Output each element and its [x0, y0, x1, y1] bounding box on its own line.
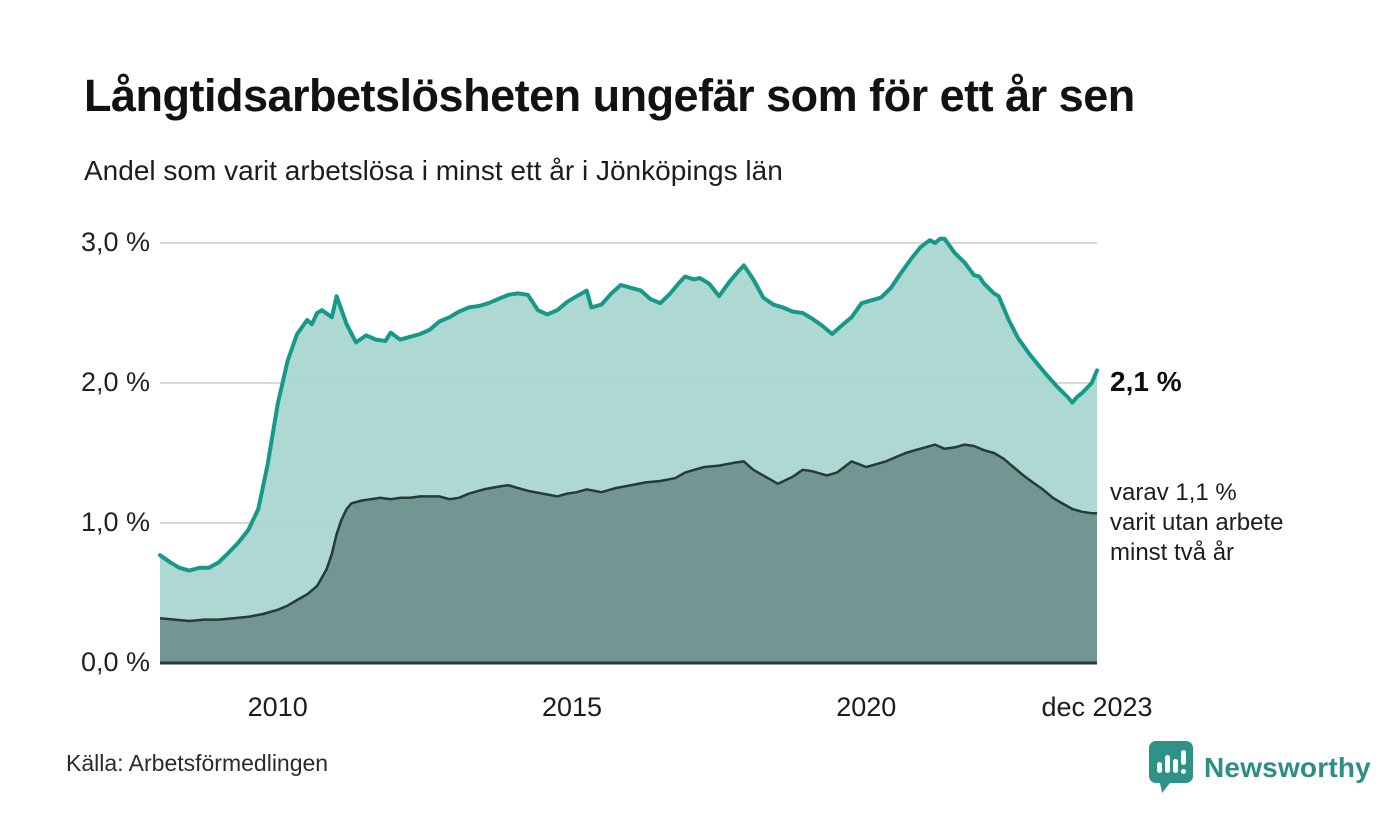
- x-axis-label-dec-2023: dec 2023: [1041, 692, 1153, 722]
- x-axis-label-2010: 2010: [247, 692, 308, 722]
- y-axis-label-10: 1,0 %: [80, 507, 150, 537]
- annotation-line: varit utan arbete: [1110, 509, 1284, 536]
- logo-bars-icon: [1157, 750, 1186, 774]
- annotation-latest-total: 2,1 %: [1110, 366, 1182, 397]
- newsworthy-logo-icon: [1149, 741, 1193, 793]
- page-title: Långtidsarbetslösheten ungefär som för e…: [84, 70, 1135, 121]
- annotation-two-year-subset: varav 1,1 % varit utan arbete minst två …: [1110, 478, 1283, 568]
- y-axis-label-00: 0,0 %: [80, 647, 150, 677]
- x-axis-label-2015: 2015: [541, 692, 603, 722]
- newsworthy-logo: Newsworthy: [1148, 740, 1371, 795]
- x-axis-label-2020: 2020: [836, 692, 897, 722]
- y-axis-label-20: 2,0 %: [80, 367, 150, 397]
- line-unemployed-one-year: [158, 236, 1099, 573]
- y-axis-label-30: 3,0 %: [80, 227, 150, 257]
- line-unemployed-two-years: [159, 443, 1097, 623]
- source-text: Källa: Arbetsförmedlingen: [66, 750, 329, 776]
- newsworthy-logo-text: Newsworthy: [1204, 751, 1371, 783]
- annotation-line: varav 1,1 %: [1110, 479, 1237, 506]
- annotation-line: minst två år: [1110, 539, 1235, 566]
- logo-bubble-shape: [1149, 741, 1193, 793]
- page-subtitle: Andel som varit arbetslösa i minst ett å…: [84, 155, 783, 186]
- unemployment-area-chart: [158, 236, 1099, 665]
